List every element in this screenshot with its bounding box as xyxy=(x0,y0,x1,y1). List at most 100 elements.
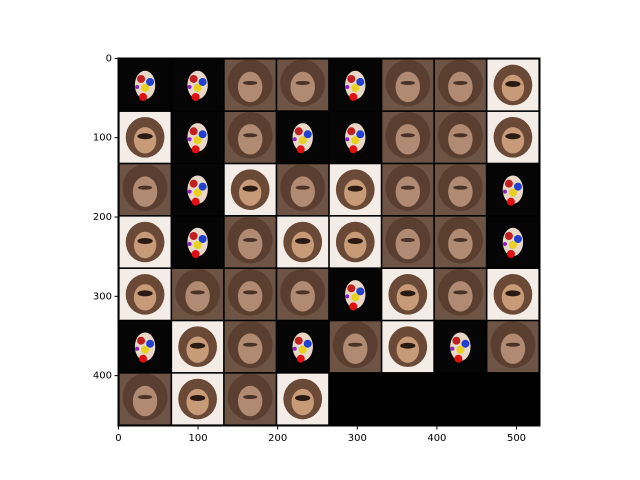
blob xyxy=(198,182,207,191)
face xyxy=(344,179,367,206)
eyes xyxy=(400,290,416,297)
face xyxy=(238,179,262,206)
blob xyxy=(356,77,365,86)
image-tile xyxy=(172,373,224,425)
image-tile xyxy=(119,321,171,373)
eyes xyxy=(505,290,521,297)
image-tile xyxy=(277,268,329,320)
face xyxy=(185,281,210,312)
image-tile xyxy=(329,111,381,163)
face xyxy=(395,228,421,260)
image-tile xyxy=(434,59,486,111)
blob xyxy=(198,130,207,139)
image-tile xyxy=(329,216,381,268)
eyes xyxy=(453,290,468,295)
image-tile xyxy=(172,321,224,373)
blob xyxy=(296,145,305,154)
image-tile xyxy=(487,268,539,320)
eyes xyxy=(295,185,310,190)
blob xyxy=(506,197,515,206)
image-tile xyxy=(382,59,434,111)
blob xyxy=(139,354,148,363)
blob xyxy=(137,336,146,345)
eyes xyxy=(505,80,521,87)
eyes xyxy=(453,238,468,242)
face xyxy=(133,284,157,311)
blob xyxy=(349,145,358,154)
blob xyxy=(292,137,297,142)
face xyxy=(291,388,314,416)
x-tick-label: 100 xyxy=(188,433,207,444)
image-tile xyxy=(382,268,434,320)
eyes xyxy=(243,238,258,242)
image-tile xyxy=(119,59,171,111)
blob xyxy=(191,92,200,101)
image-tile xyxy=(172,164,224,216)
image-tile xyxy=(434,164,486,216)
face xyxy=(344,231,367,259)
image-tile xyxy=(277,373,329,425)
image-tile xyxy=(434,321,486,373)
eyes xyxy=(400,133,415,138)
eyes xyxy=(295,290,310,295)
blob xyxy=(193,136,202,145)
eyes xyxy=(348,342,363,347)
image-tile xyxy=(329,268,381,320)
face xyxy=(186,388,209,416)
face xyxy=(501,127,525,154)
image-tile xyxy=(224,216,276,268)
image-tile xyxy=(224,268,276,320)
face xyxy=(448,71,473,103)
blob xyxy=(347,74,356,83)
face xyxy=(290,281,315,312)
image-tile xyxy=(434,216,486,268)
face xyxy=(290,71,315,103)
blob xyxy=(456,345,465,354)
blob xyxy=(351,83,360,92)
blob xyxy=(292,346,297,351)
blob xyxy=(502,189,507,194)
eyes xyxy=(189,395,206,402)
blob xyxy=(347,127,356,136)
blob xyxy=(294,127,303,136)
blob xyxy=(191,250,200,258)
blob xyxy=(294,336,303,345)
image-tile xyxy=(434,111,486,163)
blob xyxy=(189,127,198,136)
blob xyxy=(504,232,513,240)
blob xyxy=(189,74,198,83)
blob xyxy=(303,339,312,348)
blob xyxy=(506,250,515,258)
blob xyxy=(450,346,455,351)
image-tile xyxy=(119,268,171,320)
blob xyxy=(347,284,356,293)
image-tile xyxy=(172,111,224,163)
blob xyxy=(135,346,140,351)
image-tile xyxy=(487,321,539,373)
face xyxy=(132,176,158,207)
image-tile xyxy=(224,111,276,163)
y-tick-label: 400 xyxy=(93,371,112,382)
eyes xyxy=(347,238,363,244)
image-tile xyxy=(329,321,381,373)
y-tick-label: 0 xyxy=(106,53,112,64)
face xyxy=(132,385,158,417)
eyes xyxy=(243,80,258,85)
image-tile xyxy=(382,111,434,163)
blob xyxy=(351,136,360,145)
eyes xyxy=(505,133,521,140)
face xyxy=(396,284,420,311)
eyes xyxy=(137,290,153,297)
image-tile xyxy=(382,164,434,216)
face xyxy=(500,333,526,364)
blob xyxy=(198,77,207,86)
y-tick-label: 300 xyxy=(93,291,112,302)
image-tile xyxy=(382,321,434,373)
blob xyxy=(146,339,155,348)
image-tile xyxy=(172,59,224,111)
blob xyxy=(508,188,517,197)
eyes xyxy=(347,185,363,192)
blob xyxy=(141,345,150,354)
image-tile xyxy=(487,164,539,216)
image-tile xyxy=(329,59,381,111)
